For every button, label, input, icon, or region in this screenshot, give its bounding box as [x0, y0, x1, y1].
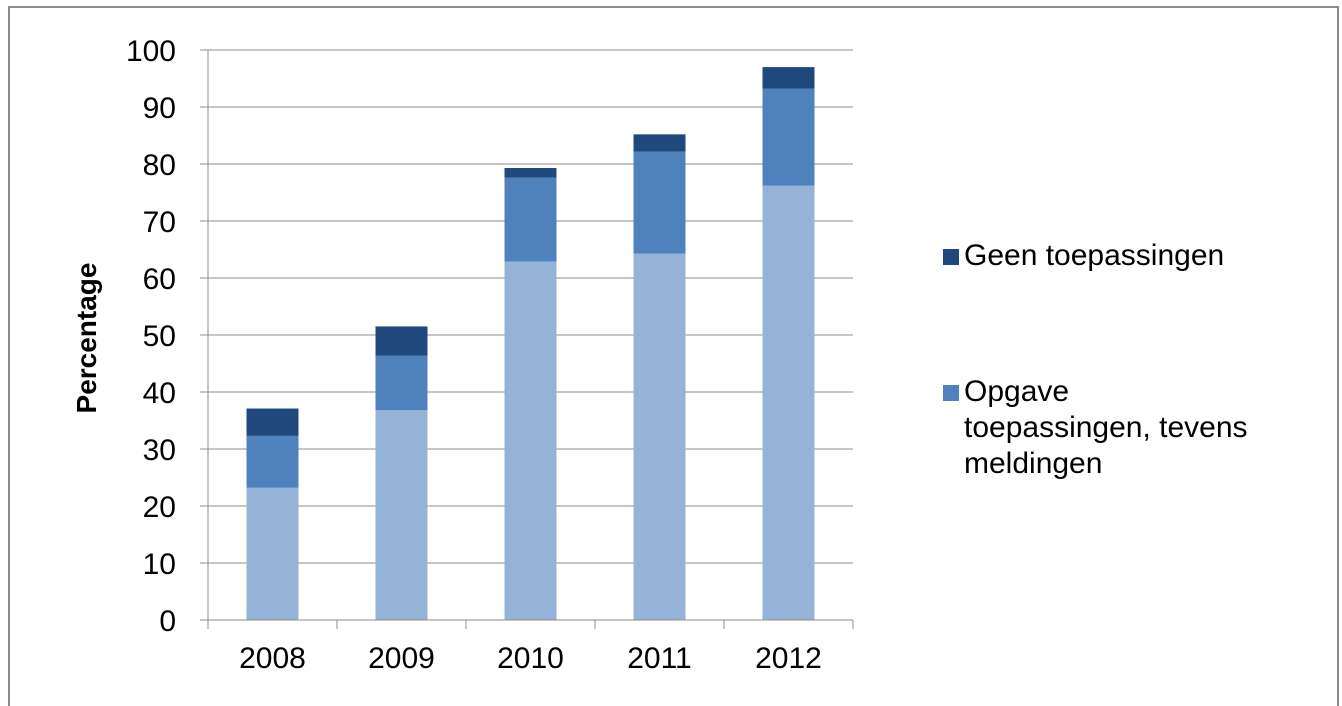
- y-tick-label-30: 30: [143, 434, 176, 467]
- bar-2012-series-3: [762, 67, 815, 89]
- bar-2009-series-3: [375, 326, 428, 356]
- y-tick-label-80: 80: [143, 149, 176, 182]
- legend-item-1: Geen toepassingen: [943, 239, 1224, 272]
- bar-2010-series-2: [504, 177, 557, 262]
- legend-swatch-1: [943, 249, 959, 265]
- legend: Geen toepassingen Opgave toepassingen, tev…: [943, 239, 1248, 480]
- axes: [200, 49, 854, 629]
- x-tick-label-2009: 2009: [368, 642, 435, 675]
- y-tick-label-40: 40: [143, 377, 176, 410]
- bar-2010-series-1: [504, 261, 557, 620]
- y-tick-label-70: 70: [143, 206, 176, 239]
- bar-2011-series-1: [633, 253, 686, 621]
- legend-label-1: Geen toepassingen: [964, 239, 1224, 272]
- x-tick-label-2008: 2008: [239, 642, 306, 675]
- x-tick-label-2011: 2011: [627, 642, 692, 675]
- bar-2009-series-1: [375, 410, 428, 620]
- bar-2011-series-3: [633, 134, 686, 152]
- y-tick-label-20: 20: [143, 491, 176, 524]
- legend-label-2: Opgave toepassingen, tevens meldingen: [964, 375, 1248, 480]
- y-axis-label: Percentage: [71, 263, 102, 414]
- chart-frame: [8, 6, 1339, 706]
- bar-2012-series-2: [762, 88, 815, 186]
- x-axis-tick-labels: 2008 2009 2010 2011 2012: [239, 642, 822, 675]
- y-tick-label-50: 50: [143, 320, 176, 353]
- x-tick-label-2012: 2012: [755, 642, 822, 675]
- bar-2011-series-2: [633, 151, 686, 254]
- bar-2012-series-1: [762, 185, 815, 620]
- bar-2009-series-2: [375, 355, 428, 411]
- y-tick-label-60: 60: [143, 263, 176, 296]
- legend-item-2: Opgave toepassingen, tevens meldingen: [943, 375, 1248, 480]
- legend-swatch-2: [943, 385, 959, 401]
- y-axis-tick-labels: 0 10 20 30 40 50 60 70 80 90 100: [126, 35, 176, 638]
- bar-2008-series-2: [246, 435, 299, 488]
- y-tick-label-100: 100: [126, 35, 176, 68]
- bar-2010-series-3: [504, 167, 557, 178]
- bar-2008-series-1: [246, 487, 299, 620]
- bars: [246, 67, 815, 621]
- y-tick-label-0: 0: [159, 605, 176, 638]
- y-tick-label-10: 10: [143, 548, 176, 581]
- y-tick-label-90: 90: [143, 92, 176, 125]
- x-tick-label-2010: 2010: [497, 642, 564, 675]
- bar-2008-series-3: [246, 408, 299, 436]
